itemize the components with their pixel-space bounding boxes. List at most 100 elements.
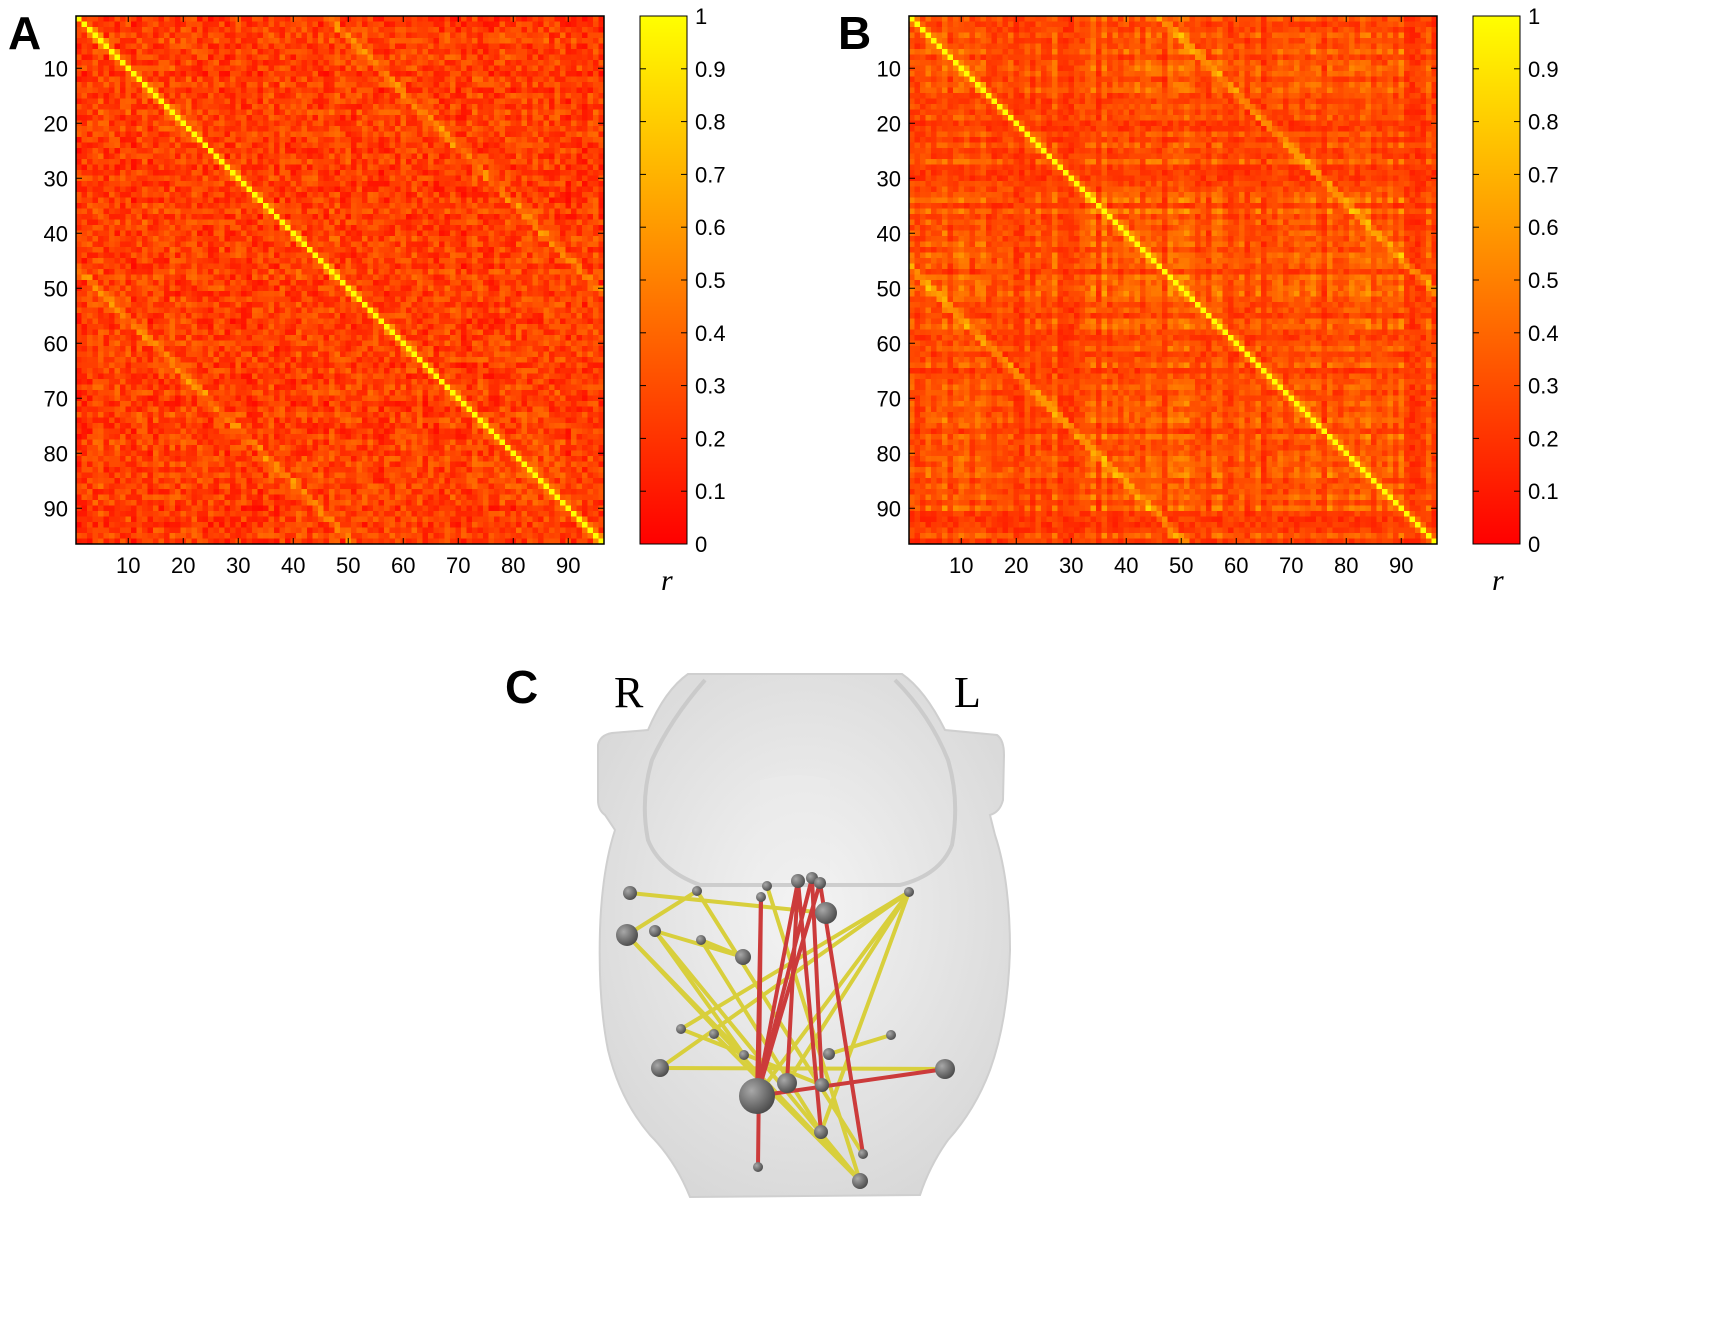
heatmap-cell [280, 99, 286, 105]
heatmap-cell [412, 231, 418, 237]
heatmap-cell [373, 209, 379, 215]
heatmap-cell [483, 192, 489, 198]
heatmap-cell [192, 66, 198, 72]
heatmap-cell [197, 170, 203, 176]
heatmap-cell [456, 143, 462, 149]
heatmap-cell [417, 148, 423, 154]
heatmap-cell [126, 203, 132, 209]
heatmap-cell [505, 176, 511, 182]
heatmap-cell [412, 33, 418, 39]
heatmap-cell [318, 225, 324, 231]
heatmap-cell [104, 176, 110, 182]
heatmap-cell [186, 88, 192, 94]
heatmap-cell [423, 82, 429, 88]
heatmap-cell [164, 143, 170, 149]
heatmap-cell [384, 242, 390, 248]
heatmap-cell [533, 280, 539, 286]
heatmap-cell [560, 88, 566, 94]
heatmap-cell [472, 264, 478, 270]
heatmap-cell [582, 99, 588, 105]
heatmap-cell [115, 44, 121, 50]
heatmap-cell [296, 66, 302, 72]
heatmap-cell [219, 77, 225, 83]
heatmap-cell [489, 137, 495, 143]
heatmap-cell [560, 44, 566, 50]
heatmap-cell [588, 286, 594, 292]
heatmap-cell [313, 275, 319, 281]
heatmap-cell [346, 121, 352, 127]
heatmap-cell [115, 66, 121, 72]
heatmap-cell [560, 247, 566, 253]
heatmap-cell [505, 291, 511, 297]
heatmap-cell [434, 60, 440, 66]
heatmap-cell [302, 77, 308, 83]
heatmap-cell [93, 148, 99, 154]
heatmap-cell [148, 115, 154, 121]
heatmap-cell [368, 143, 374, 149]
heatmap-cell [423, 247, 429, 253]
heatmap-cell [588, 88, 594, 94]
heatmap-cell [571, 126, 577, 132]
heatmap-cell [522, 280, 528, 286]
heatmap-cell [461, 49, 467, 55]
heatmap-cell [549, 170, 555, 176]
heatmap-cell [335, 231, 341, 237]
heatmap-cell [307, 44, 313, 50]
heatmap-cell [87, 154, 93, 160]
heatmap-cell [263, 198, 269, 204]
heatmap-cell [148, 104, 154, 110]
heatmap-cell [164, 203, 170, 209]
heatmap-cell [472, 236, 478, 242]
heatmap-cell [329, 209, 335, 215]
heatmap-cell [527, 60, 533, 66]
heatmap-cell [500, 154, 506, 160]
heatmap-cell [467, 44, 473, 50]
heatmap-cell [313, 38, 319, 44]
heatmap-cell [197, 49, 203, 55]
heatmap-cell [483, 44, 489, 50]
heatmap-cell [544, 121, 550, 127]
heatmap-cell [236, 159, 242, 165]
heatmap-cell [544, 198, 550, 204]
heatmap-cell [153, 159, 159, 165]
heatmap-cell [390, 82, 396, 88]
heatmap-cell [241, 286, 247, 292]
heatmap-cell [291, 170, 297, 176]
heatmap-cell [87, 60, 93, 66]
heatmap-cell [131, 258, 137, 264]
heatmap-cell [478, 77, 484, 83]
heatmap-cell [230, 71, 236, 77]
heatmap-cell [98, 220, 104, 226]
heatmap-cell [175, 165, 181, 171]
heatmap-cell [588, 154, 594, 160]
heatmap-cell [588, 38, 594, 44]
heatmap-cell [186, 143, 192, 149]
heatmap-cell [395, 44, 401, 50]
heatmap-cell [439, 264, 445, 270]
heatmap-cell [291, 143, 297, 149]
heatmap-cell [593, 88, 599, 94]
heatmap-cell [225, 137, 231, 143]
heatmap-cell [423, 154, 429, 160]
heatmap-cell [505, 214, 511, 220]
heatmap-cell [115, 220, 121, 226]
heatmap-cell [329, 82, 335, 88]
heatmap-cell [115, 291, 121, 297]
heatmap-cell [120, 203, 126, 209]
heatmap-cell [544, 192, 550, 198]
heatmap-cell [247, 225, 253, 231]
heatmap-cell [412, 214, 418, 220]
heatmap-cell [428, 187, 434, 193]
heatmap-cell [571, 71, 577, 77]
heatmap-cell [274, 176, 280, 182]
heatmap-cell [181, 187, 187, 193]
heatmap-cell [164, 27, 170, 33]
heatmap-cell [505, 247, 511, 253]
heatmap-cell [285, 247, 291, 253]
heatmap-cell [302, 137, 308, 143]
heatmap-cell [516, 93, 522, 99]
heatmap-cell [318, 181, 324, 187]
heatmap-cell [406, 110, 412, 116]
heatmap-cell [417, 214, 423, 220]
heatmap-cell [439, 27, 445, 33]
